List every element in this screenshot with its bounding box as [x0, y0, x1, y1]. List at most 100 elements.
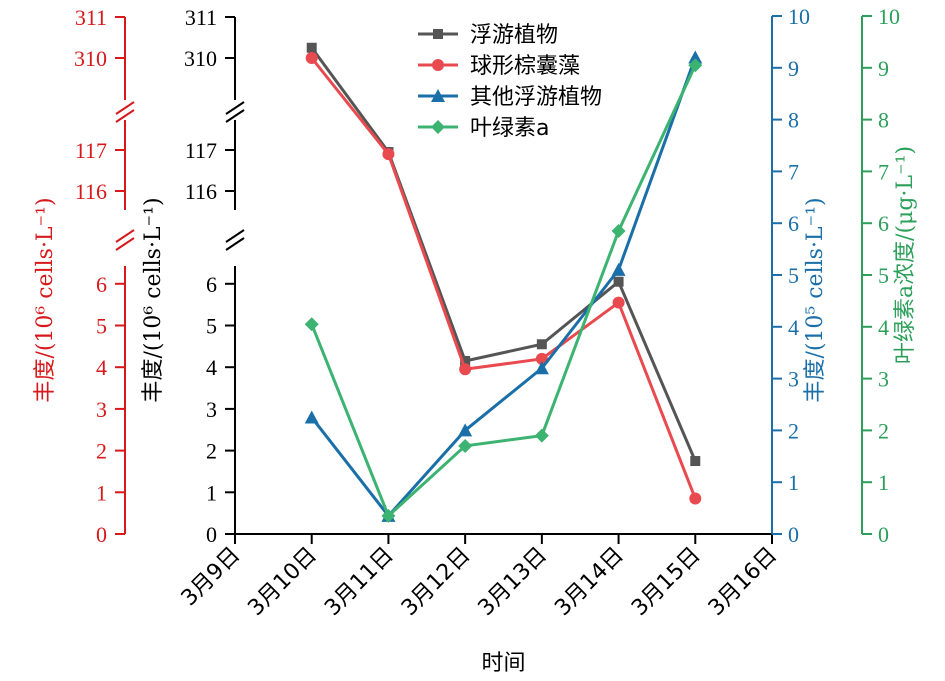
- right-axis-green-tick-label: 1: [878, 470, 889, 495]
- left-axis-red-tick-label: 3: [96, 397, 107, 422]
- right-axis-blue-tick-label: 0: [788, 522, 799, 547]
- series-1-point: [306, 42, 317, 53]
- left-axis-red-tick-label: 4: [96, 355, 107, 380]
- left-axis-black-tick-label: 117: [185, 138, 217, 163]
- left-axis-black-title: 丰度/(10⁶ cells·L⁻¹): [141, 197, 166, 402]
- right-axis-blue-tick-label: 5: [788, 263, 799, 288]
- right-axis-green-title: 叶绿素a浓度/(μg·L⁻¹): [893, 146, 918, 364]
- left-axis-black-tick-label: 116: [185, 179, 217, 204]
- right-axis-green-tick-label: 6: [878, 211, 889, 236]
- legend-marker: [431, 120, 445, 134]
- x-axis-tick-label: 3月10日: [243, 543, 321, 621]
- left-axis-black-tick-label: 1: [206, 480, 217, 505]
- series-2-point: [382, 148, 395, 161]
- left-axis-red-tick-label: 1: [96, 480, 107, 505]
- series-layer: [304, 42, 703, 523]
- series-1-point: [460, 355, 471, 366]
- left-axis-red-tick-label: 2: [96, 439, 107, 464]
- right-axis-green-tick-label: 8: [878, 108, 889, 133]
- right-axis-green-tick-label: 5: [878, 263, 889, 288]
- legend-label: 叶绿素a: [470, 116, 549, 141]
- right-axis-green-tick-label: 9: [878, 56, 889, 81]
- left-axis-red-tick-label: 5: [96, 314, 107, 339]
- left-axis-red-tick-label: 116: [75, 179, 107, 204]
- left-axis-black-tick-label: 311: [185, 5, 217, 30]
- left-axis-black-tick-label: 0: [206, 522, 217, 547]
- series-4-point: [611, 223, 626, 238]
- axis-break-mark: [115, 109, 135, 123]
- left-axis-red-tick-label: 0: [96, 522, 107, 547]
- legend-marker: [431, 89, 445, 102]
- series-3-point: [534, 361, 549, 375]
- right-axis-blue-tick-label: 6: [788, 211, 799, 236]
- series-2-point: [612, 296, 625, 309]
- series-3-point: [304, 410, 319, 424]
- axis-break-mark: [115, 101, 135, 115]
- right-axis-blue-tick-label: 2: [788, 418, 799, 443]
- axis-break-mark: [225, 109, 245, 123]
- right-axis-blue-tick-label: 3: [788, 367, 799, 392]
- left-axis-black-tick-label: 5: [206, 314, 217, 339]
- series-4-point: [534, 428, 549, 443]
- right-axis-blue-tick-label: 4: [788, 315, 799, 340]
- axis-break-mark: [225, 229, 245, 243]
- x-axis-tick-label: 3月9日: [177, 543, 246, 612]
- x-axis-tick-label: 3月13日: [474, 543, 552, 621]
- series-4-point: [688, 58, 703, 73]
- left-axis-red-tick-label: 6: [96, 272, 107, 297]
- x-axis-tick-label: 3月14日: [550, 543, 628, 621]
- left-axis-red-title: 丰度/(10⁶ cells·L⁻¹): [33, 197, 58, 402]
- series-2-point: [689, 492, 702, 505]
- left-axis-black-tick-label: 2: [206, 439, 217, 464]
- right-axis-green-tick-label: 10: [878, 4, 900, 29]
- series-4-point: [381, 508, 396, 523]
- axis-break-mark: [225, 237, 245, 251]
- right-axis-green-tick-label: 4: [878, 315, 889, 340]
- left-axis-red-tick-label: 311: [75, 5, 107, 30]
- axis-break-mark: [225, 101, 245, 115]
- left-axis-red-tick-label: 117: [75, 138, 107, 163]
- x-axis-tick-label: 3月12日: [397, 543, 475, 621]
- right-axis-green-tick-label: 0: [878, 522, 889, 547]
- left-axis-black-tick-label: 4: [206, 355, 217, 380]
- x-axis-tick-label: 3月15日: [627, 543, 705, 621]
- legend-marker: [432, 59, 444, 71]
- axis-break-mark: [115, 237, 135, 251]
- series-1-point: [536, 339, 547, 350]
- x-axis-tick-label: 3月16日: [704, 543, 782, 621]
- right-axis-blue-tick-label: 7: [788, 159, 799, 184]
- series-1-point: [690, 456, 701, 467]
- series-3-point: [688, 50, 703, 64]
- series-line-1: [310, 46, 697, 462]
- right-axis-green-tick-label: 3: [878, 367, 889, 392]
- x-axis-tick-label: 3月11日: [320, 543, 398, 621]
- series-line-3: [310, 56, 697, 519]
- series-2-point: [459, 363, 472, 376]
- legend-label: 球形棕囊藻: [470, 54, 580, 79]
- right-axis-blue-tick-label: 10: [788, 4, 810, 29]
- left-axis-black-tick-label: 3: [206, 397, 217, 422]
- x-axis-title: 时间: [481, 651, 525, 676]
- series-4-point: [304, 317, 319, 332]
- series-3-point: [611, 262, 626, 276]
- right-axis-blue-tick-label: 1: [788, 470, 799, 495]
- left-axis-black-tick-label: 6: [206, 272, 217, 297]
- series-3-point: [458, 423, 473, 437]
- right-axis-green-tick-label: 2: [878, 418, 889, 443]
- right-axis-blue-title: 丰度/(10⁵ cells·L⁻¹): [803, 197, 828, 402]
- right-axis-green-tick-label: 7: [878, 159, 889, 184]
- series-line-2: [310, 57, 697, 500]
- series-4-point: [458, 438, 473, 453]
- left-axis-red-tick-label: 310: [74, 46, 107, 71]
- series-2-point: [535, 352, 548, 365]
- left-axis-black-tick-label: 310: [184, 46, 217, 71]
- series-1-point: [613, 276, 624, 287]
- right-axis-blue-tick-label: 8: [788, 108, 799, 133]
- series-line-4: [310, 64, 697, 519]
- legend-label: 浮游植物: [470, 23, 558, 48]
- legend-label: 其他浮游植物: [470, 85, 602, 110]
- legend-marker: [433, 29, 443, 39]
- axis-break-mark: [115, 229, 135, 243]
